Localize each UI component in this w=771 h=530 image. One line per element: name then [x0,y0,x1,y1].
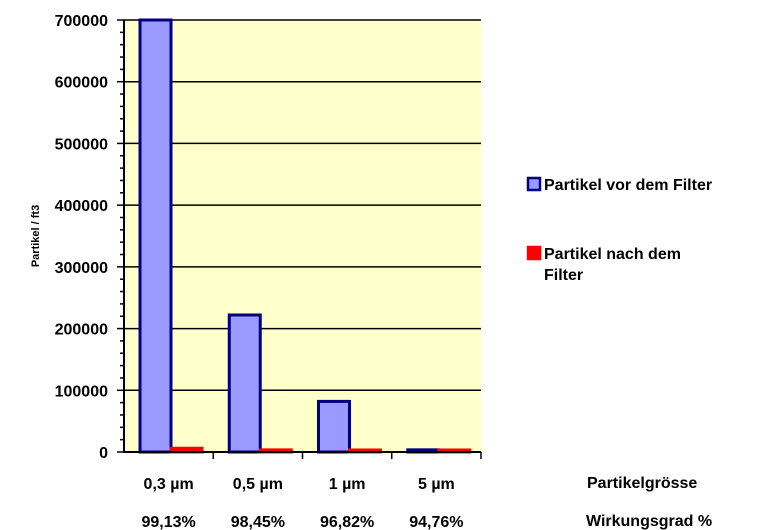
y-tick-label: 700000 [55,13,108,30]
legend-label: Partikel nach dem Filter [544,246,681,284]
efficiency-labels: 99,13% 98,45% 96,82% 94,76% [141,514,463,530]
y-tick-label: 600000 [55,75,108,92]
legend-swatch [526,245,542,261]
y-tick-label: 400000 [55,198,108,215]
y-tick-label: 200000 [55,322,108,339]
y-tick-label: 500000 [55,136,108,153]
legend: Partikel vor dem Filter Partikel nach dem… [526,176,712,284]
x-axis-title: Partikelgrösse [587,475,697,492]
category-labels: 0,3 µm 0,5 µm 1 µm 5 µm [144,476,455,493]
category-label: 5 µm [418,476,455,493]
bar-before-1 [227,313,262,454]
category-label: 0,5 µm [233,476,283,493]
y-axis-title: Partikel / ft3 [30,205,42,267]
bar-before-2 [317,399,351,454]
axes [117,19,482,459]
efficiency-label: 96,82% [320,514,374,530]
bar-before-0 [138,18,173,454]
efficiency-label: 98,45% [231,514,285,530]
efficiency-label: 99,13% [141,514,195,530]
y-tick-label: 0 [99,445,108,462]
plot-area [124,20,481,452]
efficiency-title: Wirkungsgrad % [586,513,712,530]
y-tick-labels: 0 100000 200000 300000 400000 500000 600000 700… [55,13,108,462]
legend-swatch [526,176,542,192]
y-tick-label: 100000 [55,383,108,400]
y-tick-label: 300000 [55,260,108,277]
legend-label: Partikel vor dem Filter [544,177,712,194]
category-label: 0,3 µm [144,476,194,493]
gridlines [124,19,481,392]
efficiency-label: 94,76% [409,514,463,530]
category-label: 1 µm [329,476,366,493]
